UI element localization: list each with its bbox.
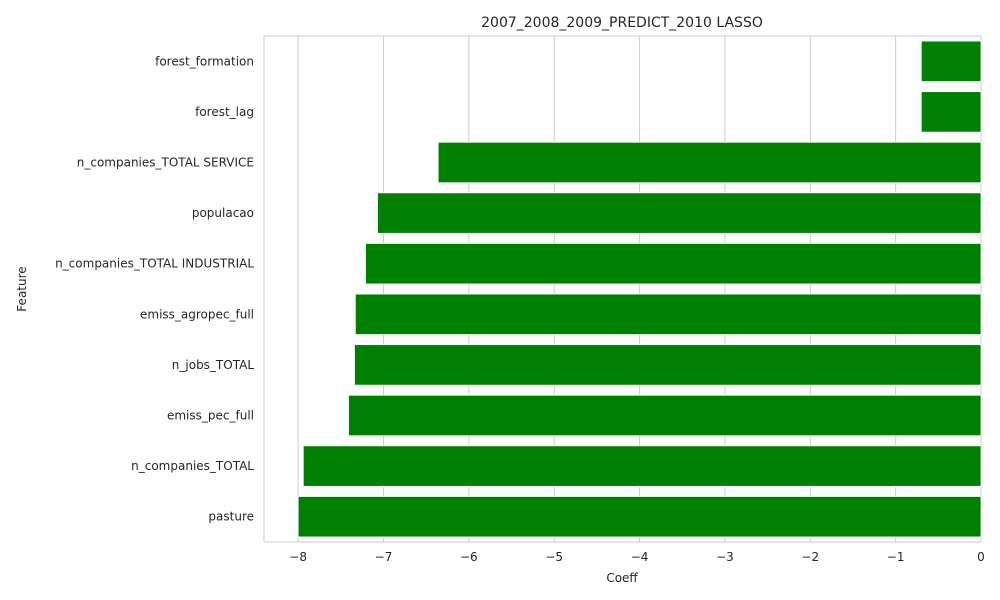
bar (302, 445, 982, 487)
x-tick-label: −5 (545, 550, 563, 564)
y-tick-label: forest_formation (155, 54, 254, 68)
bar (920, 91, 982, 133)
x-tick-label: −3 (716, 550, 734, 564)
y-tick-labels: forest_formation forest_lag n_companies_TO… (55, 54, 254, 523)
x-tick-label: −8 (289, 550, 307, 564)
y-axis-label: Feature (15, 266, 29, 311)
y-tick-label: n_companies_TOTAL SERVICE (77, 156, 254, 170)
x-axis-label: Coeff (606, 571, 638, 585)
x-tick-label: −6 (460, 550, 478, 564)
x-tick-label: −7 (375, 550, 393, 564)
bars (297, 40, 982, 538)
y-tick-label: emiss_agropec_full (140, 307, 254, 321)
chart-title: 2007_2008_2009_PREDICT_2010 LASSO (481, 15, 763, 31)
y-tick-label: n_companies_TOTAL INDUSTRIAL (55, 257, 254, 271)
x-tick-labels: −8 −7 −6 −5 −4 −3 −2 −1 0 (289, 550, 985, 564)
y-tick-label: forest_lag (195, 105, 254, 119)
bar (365, 243, 982, 285)
bar (920, 40, 982, 82)
x-tick-label: −1 (887, 550, 905, 564)
bar (377, 192, 982, 234)
y-tick-label: populacao (192, 206, 254, 220)
y-tick-label: n_companies_TOTAL (131, 459, 254, 473)
x-tick-label: 0 (977, 550, 985, 564)
y-tick-label: pasture (208, 510, 254, 524)
y-tick-label: n_jobs_TOTAL (172, 358, 255, 372)
bar (348, 394, 982, 437)
x-tick-label: −4 (631, 550, 649, 564)
bar (297, 496, 982, 538)
y-tick-label: emiss_pec_full (167, 409, 254, 423)
bar (354, 344, 982, 386)
x-tick-label: −2 (801, 550, 819, 564)
bar (354, 293, 982, 335)
bar (437, 141, 982, 184)
